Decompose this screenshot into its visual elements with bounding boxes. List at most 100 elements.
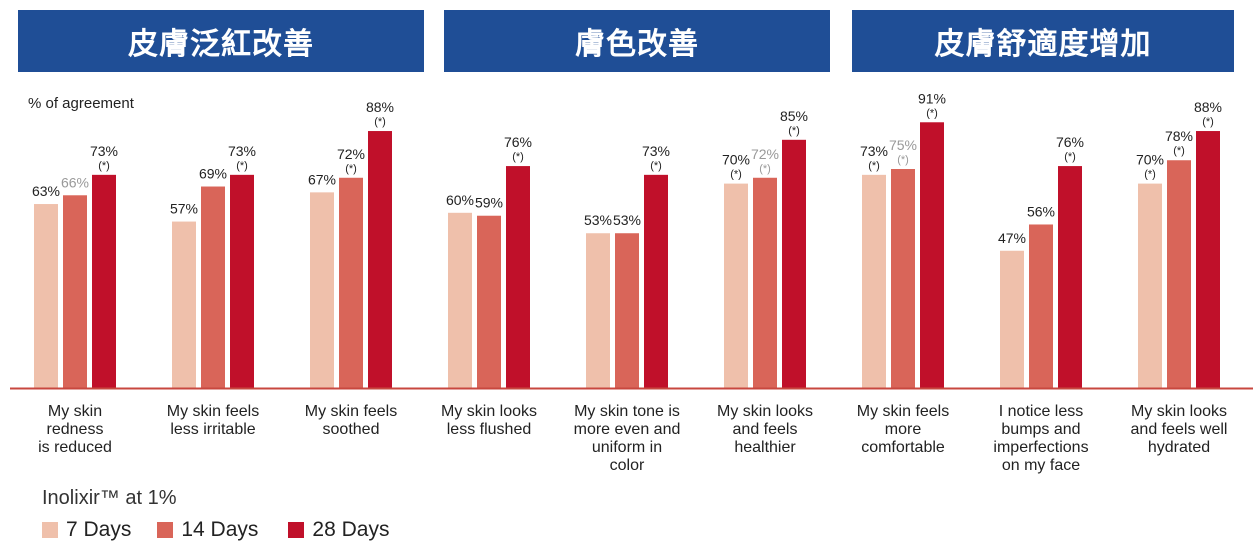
bar-28-days: [920, 122, 944, 388]
bar-7-days: [310, 192, 334, 388]
data-label: 75%: [889, 137, 917, 153]
significance-marker: (*): [1202, 116, 1214, 128]
significance-marker: (*): [345, 163, 357, 175]
significance-marker: (*): [897, 154, 909, 166]
significance-marker: (*): [926, 107, 938, 119]
category-label: healthier: [734, 439, 796, 456]
data-label: 47%: [998, 230, 1026, 246]
data-label: 70%: [722, 152, 750, 168]
category-label: My skin feels: [857, 403, 949, 420]
data-label: 85%: [780, 108, 808, 124]
category-label: My skin feels: [305, 403, 397, 420]
data-label: 76%: [1056, 134, 1084, 150]
significance-marker: (*): [1173, 145, 1185, 157]
data-label: 56%: [1027, 203, 1055, 219]
data-label: 57%: [170, 201, 198, 217]
significance-marker: (*): [236, 160, 248, 172]
category-label: I notice less: [999, 403, 1083, 420]
data-label: 88%: [1194, 99, 1222, 115]
bar-28-days: [782, 139, 806, 388]
bar-14-days: [891, 169, 915, 388]
bar-14-days: [753, 177, 777, 388]
significance-marker: (*): [868, 160, 880, 172]
category-label: and feels: [733, 421, 798, 438]
data-label: 88%: [366, 99, 394, 115]
data-label: 63%: [32, 183, 60, 199]
category-label: bumps and: [1001, 421, 1080, 438]
bar-7-days: [586, 233, 610, 388]
significance-marker: (*): [1064, 151, 1076, 163]
data-label: 76%: [504, 134, 532, 150]
data-label: 72%: [751, 146, 779, 162]
significance-marker: (*): [98, 160, 110, 172]
category-label: My skin looks: [441, 403, 537, 420]
bar-28-days: [92, 174, 116, 388]
legend-item-7-days: 7 Days: [42, 518, 131, 542]
bar-28-days: [1196, 131, 1220, 389]
legend-title: Inolixir™ at 1%: [42, 487, 177, 509]
bar-14-days: [201, 186, 225, 388]
banner-comfort: 皮膚舒適度增加: [852, 10, 1234, 72]
legend-swatch-14-days: [157, 522, 174, 538]
legend-label-7-days: 7 Days: [66, 518, 132, 541]
bar-14-days: [339, 177, 363, 388]
data-label: 72%: [337, 146, 365, 162]
bar-7-days: [1000, 250, 1024, 388]
significance-marker: (*): [512, 151, 524, 163]
data-label: 73%: [642, 143, 670, 159]
category-label: My skin looks: [717, 403, 813, 420]
category-label: on my face: [1002, 457, 1080, 474]
category-label: imperfections: [993, 439, 1088, 456]
bar-28-days: [368, 131, 392, 389]
category-label: and feels well: [1131, 421, 1228, 438]
data-label: 78%: [1165, 128, 1193, 144]
bar-7-days: [862, 174, 886, 388]
bar-14-days: [1167, 160, 1191, 388]
data-label: 70%: [1136, 152, 1164, 168]
legend-swatch-28-days: [288, 522, 305, 538]
significance-marker: (*): [788, 125, 800, 137]
bar-28-days: [1058, 166, 1082, 388]
significance-marker: (*): [374, 116, 386, 128]
category-label: more: [885, 421, 922, 438]
data-label: 66%: [61, 174, 89, 190]
bar-14-days: [477, 215, 501, 388]
category-label: comfortable: [861, 439, 945, 456]
data-label: 53%: [584, 212, 612, 228]
category-label: My skin feels: [167, 403, 259, 420]
significance-marker: (*): [1144, 169, 1156, 181]
banner-redness: 皮膚泛紅改善: [18, 10, 424, 72]
category-label: uniform in: [592, 439, 662, 456]
category-label: soothed: [323, 421, 380, 438]
significance-marker: (*): [650, 160, 662, 172]
category-label: is reduced: [38, 439, 112, 456]
legend-label-28-days: 28 Days: [312, 518, 390, 541]
bar-28-days: [230, 174, 254, 388]
legend-label-14-days: 14 Days: [181, 518, 259, 541]
data-label: 69%: [199, 166, 227, 182]
category-label: hydrated: [1148, 439, 1210, 456]
category-label: My skin: [48, 403, 102, 420]
bar-14-days: [615, 233, 639, 388]
significance-marker: (*): [730, 169, 742, 181]
legend-item-28-days: 28 Days: [288, 518, 389, 542]
data-label: 53%: [613, 212, 641, 228]
category-label: color: [610, 457, 645, 474]
bar-7-days: [34, 204, 58, 388]
data-label: 73%: [228, 143, 256, 159]
data-label: 91%: [918, 90, 946, 106]
category-label: less flushed: [447, 421, 532, 438]
legend-item-14-days: 14 Days: [157, 518, 258, 542]
significance-marker: (*): [759, 163, 771, 175]
bar-14-days: [63, 195, 87, 388]
bar-28-days: [644, 174, 668, 388]
legend-swatch-7-days: [42, 522, 58, 538]
category-label: less irritable: [170, 421, 255, 438]
legend: 7 Days 14 Days 28 Days: [42, 518, 415, 542]
bar-7-days: [172, 221, 196, 388]
bar-7-days: [448, 212, 472, 388]
y-axis-label: % of agreement: [28, 95, 135, 112]
category-label: My skin looks: [1131, 403, 1227, 420]
bar-28-days: [506, 166, 530, 388]
